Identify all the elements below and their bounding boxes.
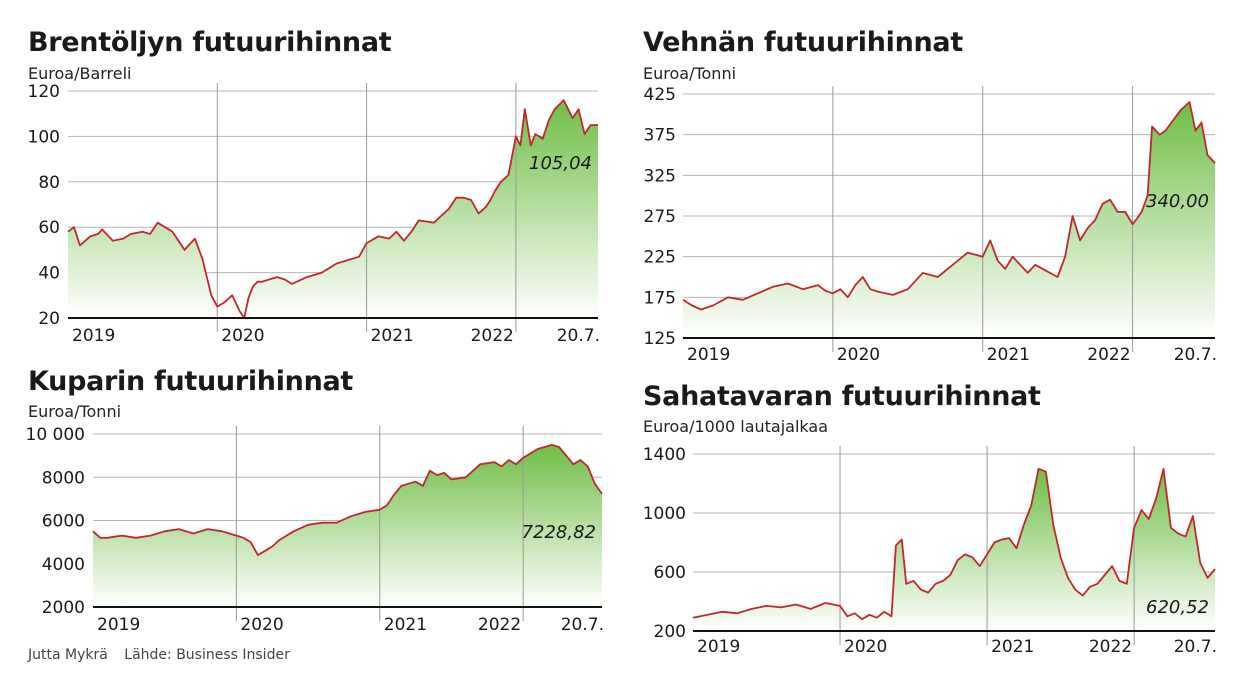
price-area <box>683 102 1215 338</box>
end-value-label: 340,00 <box>1146 191 1209 212</box>
footer-author: Jutta Mykrä <box>28 647 108 663</box>
end-value-label: 7228,82 <box>522 522 596 543</box>
chart-unit: Euroa/Tonni <box>643 64 737 83</box>
x-tick-label: 2020 <box>240 615 283 635</box>
y-tick-label: 20 <box>38 309 60 329</box>
chart-title: Brentöljyn futuurihinnat <box>28 27 392 58</box>
chart-unit: Euroa/1000 lautajalkaa <box>643 417 829 436</box>
y-tick-label: 375 <box>644 126 676 146</box>
x-tick-label: 2021 <box>991 637 1034 657</box>
price-area <box>93 444 602 607</box>
y-tick-label: 325 <box>644 166 676 186</box>
y-tick-label: 275 <box>644 207 676 227</box>
y-tick-label: 8000 <box>42 468 85 488</box>
y-tick-label: 125 <box>644 329 676 349</box>
y-tick-label: 1000 <box>643 504 686 524</box>
chart-title: Sahatavaran futuurihinnat <box>643 381 1041 412</box>
x-tick-label: 20.7. <box>557 326 600 346</box>
x-tick-label: 20.7. <box>1174 345 1217 365</box>
x-tick-label: 20.7. <box>561 615 604 635</box>
x-tick-label: 2019 <box>72 326 115 346</box>
price-line <box>692 467 1216 621</box>
y-tick-label: 1400 <box>643 445 686 465</box>
chart-unit: Euroa/Barreli <box>28 64 132 83</box>
y-tick-label: 80 <box>38 173 60 193</box>
price-line <box>92 443 603 556</box>
y-tick-label: 6000 <box>42 512 85 532</box>
y-tick-label: 40 <box>38 264 60 284</box>
price-line <box>682 101 1216 311</box>
price-area <box>68 100 598 318</box>
x-tick-label: 2020 <box>837 345 880 365</box>
x-tick-label: 2021 <box>371 326 414 346</box>
y-tick-label: 600 <box>654 563 686 583</box>
x-tick-label: 2021 <box>384 615 427 635</box>
x-tick-label: 20.7. <box>1174 637 1217 657</box>
x-tick-label: 2019 <box>97 615 140 635</box>
y-tick-label: 200 <box>654 622 686 642</box>
x-tick-label: 2020 <box>844 637 887 657</box>
x-tick-label: 2019 <box>687 345 730 365</box>
x-tick-label: 2020 <box>221 326 264 346</box>
end-value-label: 620,52 <box>1146 597 1209 618</box>
y-tick-label: 175 <box>644 288 676 308</box>
chart-title: Kuparin futuurihinnat <box>28 366 354 397</box>
x-tick-label: 2022 <box>478 615 521 635</box>
y-tick-label: 4000 <box>42 555 85 575</box>
y-tick-label: 100 <box>28 127 60 147</box>
footer: Jutta Mykrä Lähde: Business Insider <box>28 647 302 663</box>
x-tick-label: 2021 <box>987 345 1030 365</box>
y-tick-label: 10 000 <box>26 425 85 445</box>
y-tick-label: 60 <box>38 218 60 238</box>
footer-source: Lähde: Business Insider <box>124 647 290 663</box>
y-tick-label: 425 <box>644 85 676 105</box>
x-tick-label: 2022 <box>1089 637 1132 657</box>
y-tick-label: 225 <box>644 248 676 268</box>
price-line <box>67 99 599 319</box>
x-tick-label: 2022 <box>1087 345 1130 365</box>
x-tick-label: 2019 <box>697 637 740 657</box>
x-tick-label: 2022 <box>471 326 514 346</box>
chart-unit: Euroa/Tonni <box>28 402 122 421</box>
y-tick-label: 120 <box>28 82 60 102</box>
y-tick-label: 2000 <box>42 598 85 618</box>
chart-title: Vehnän futuurihinnat <box>643 27 963 58</box>
price-area <box>693 468 1215 631</box>
end-value-label: 105,04 <box>529 153 592 174</box>
